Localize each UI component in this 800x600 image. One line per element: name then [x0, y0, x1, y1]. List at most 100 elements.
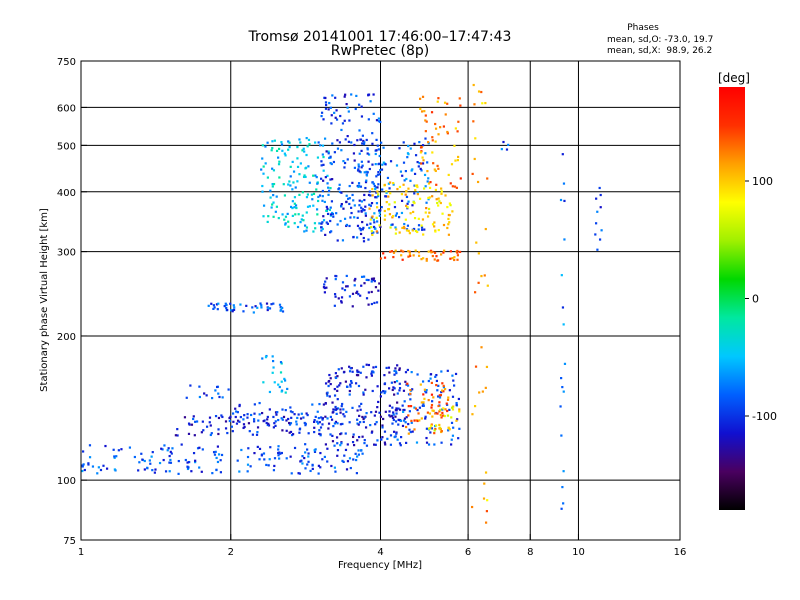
scatter-point: [401, 226, 404, 230]
scatter-point: [349, 466, 352, 470]
scatter-point: [458, 408, 461, 411]
scatter-point: [332, 215, 335, 218]
scatter-point: [418, 140, 421, 144]
scatter-point: [293, 446, 297, 450]
scatter-point: [483, 482, 486, 485]
scatter-point: [408, 410, 411, 413]
scatter-point: [239, 415, 242, 419]
scatter-point: [216, 445, 219, 448]
scatter-point: [412, 201, 415, 204]
scatter-point: [272, 169, 276, 172]
scatter-point: [401, 404, 404, 407]
scatter-point: [329, 187, 332, 190]
scatter-point: [414, 229, 418, 233]
scatter-point: [367, 160, 370, 163]
scatter-point: [373, 301, 376, 305]
scatter-point: [361, 228, 364, 231]
scatter-point: [343, 161, 347, 165]
scatter-point: [353, 143, 356, 147]
scatter-point: [280, 417, 283, 420]
scatter-point: [393, 369, 396, 373]
scatter-point: [277, 156, 280, 159]
scatter-point: [403, 417, 407, 420]
scatter-point: [251, 306, 254, 309]
scatter-point: [229, 415, 232, 419]
scatter-point: [437, 97, 440, 100]
scatter-point: [382, 146, 385, 149]
phase-stats-o: mean, sd,O: -73.0, 19.7: [607, 35, 713, 45]
scatter-point: [362, 143, 366, 146]
scatter-point: [447, 426, 450, 430]
scatter-point: [344, 432, 347, 435]
scatter-point: [382, 161, 385, 164]
scatter-point: [442, 386, 446, 389]
scatter-point: [377, 170, 380, 174]
scatter-point: [413, 172, 417, 176]
scatter-point: [97, 466, 100, 469]
scatter-point: [253, 403, 256, 406]
scatter-point: [274, 411, 278, 414]
scatter-point: [344, 93, 347, 96]
scatter-point: [374, 152, 377, 156]
scatter-point: [354, 382, 358, 385]
scatter-point: [408, 250, 411, 253]
scatter-point: [190, 423, 194, 426]
scatter-point: [271, 140, 274, 143]
scatter-point: [403, 222, 406, 226]
scatter-point: [375, 196, 378, 199]
scatter-point: [449, 182, 452, 185]
scatter-point: [561, 385, 564, 389]
scatter-point: [383, 256, 387, 259]
scatter-point: [336, 454, 339, 457]
scatter-point: [399, 436, 403, 439]
chart-title: Tromsø 20141001 17:46:00–17:47:43: [248, 29, 512, 45]
scatter-point: [452, 384, 456, 387]
scatter-point: [272, 215, 275, 218]
scatter-point: [453, 256, 456, 259]
scatter-point: [395, 412, 398, 415]
scatter-point: [561, 153, 564, 156]
scatter-point: [423, 110, 426, 113]
scatter-point: [358, 199, 361, 202]
scatter-point: [440, 441, 443, 444]
scatter-point: [323, 455, 326, 459]
scatter-point: [442, 251, 445, 254]
scatter-point: [391, 414, 394, 417]
scatter-point: [359, 294, 362, 297]
scatter-point: [269, 189, 272, 192]
scatter-point: [209, 424, 212, 427]
scatter-point: [362, 393, 365, 396]
scatter-point: [358, 103, 361, 106]
scatter-point: [361, 134, 365, 137]
scatter-point: [595, 197, 598, 200]
scatter-point: [394, 415, 397, 418]
scatter-point: [440, 430, 443, 433]
scatter-point: [409, 254, 412, 258]
scatter-point: [455, 419, 458, 422]
scatter-point: [289, 175, 292, 178]
scatter-point: [343, 454, 346, 457]
scatter-point: [447, 217, 450, 221]
scatter-point: [336, 239, 339, 242]
scatter-point: [437, 197, 440, 200]
scatter-point: [259, 302, 262, 305]
scatter-point: [339, 114, 342, 118]
scatter-point: [322, 219, 326, 222]
scatter-point: [388, 404, 391, 407]
scatter-point: [404, 193, 407, 196]
scatter-point: [387, 207, 391, 211]
scatter-point: [434, 375, 437, 378]
scatter-point: [481, 102, 484, 105]
scatter-point: [473, 291, 477, 294]
scatter-point: [484, 521, 488, 524]
scatter-point: [400, 419, 403, 422]
scatter-point: [283, 377, 286, 381]
scatter-point: [141, 458, 144, 461]
scatter-point: [392, 386, 395, 389]
scatter-point: [427, 196, 430, 200]
scatter-point: [212, 307, 215, 311]
scatter-point: [349, 383, 352, 386]
scatter-point: [361, 142, 364, 145]
scatter-point: [105, 467, 109, 470]
scatter-point: [362, 236, 365, 240]
